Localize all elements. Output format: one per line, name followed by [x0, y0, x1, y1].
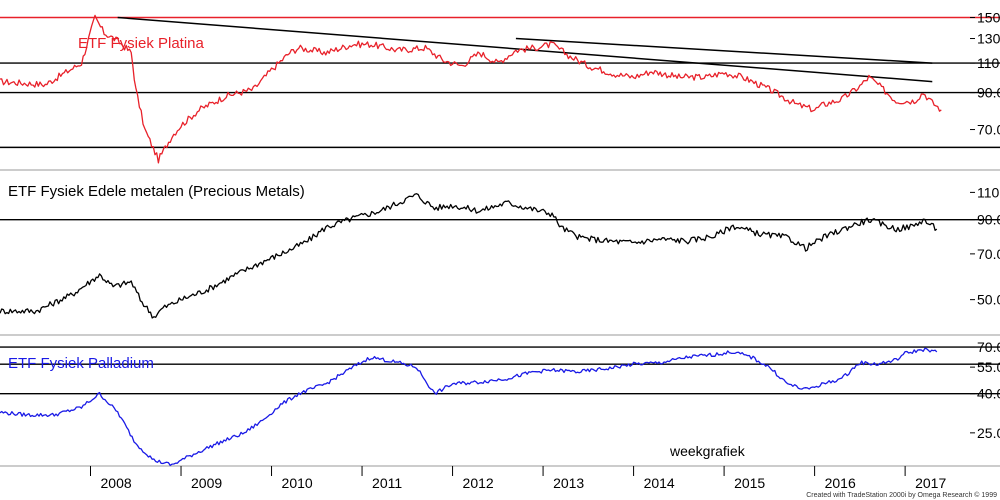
x-tick-label: 2008: [101, 475, 132, 491]
trendline: [117, 16, 933, 83]
y-tick-label: 25.0: [977, 425, 1000, 441]
panel-title-edele-metalen: ETF Fysiek Edele metalen (Precious Metal…: [8, 183, 305, 200]
y-tick-label: 110: [977, 184, 1000, 200]
y-tick-label: 130: [977, 31, 1000, 47]
y-tick-label: 70.0: [977, 339, 1000, 355]
y-tick-label: 55.0: [977, 359, 1000, 375]
x-tick-label: 2013: [553, 475, 584, 491]
x-tick-label: 2010: [282, 475, 313, 491]
y-tick-label: 70.0: [977, 122, 1000, 138]
trendline: [515, 37, 933, 64]
x-tick-label: 2011: [372, 475, 402, 491]
x-tick-label: 2016: [825, 475, 856, 491]
y-tick-label: 70.0: [977, 246, 1000, 262]
chart-annotation: weekgrafiek: [669, 443, 746, 459]
y-tick-label: 90.0: [977, 212, 1000, 228]
panel-title-palladium: ETF Fysiek Palladium: [8, 355, 154, 372]
panel-title-platina: ETF Fysiek Platina: [78, 35, 205, 52]
y-tick-label: 50.0: [977, 292, 1000, 308]
y-tick-label: 110: [977, 55, 1000, 71]
x-tick-label: 2017: [915, 475, 946, 491]
x-tick-label: 2014: [644, 475, 675, 491]
x-tick-label: 2015: [734, 475, 765, 491]
chart-credit: Created with TradeStation 2000i by Omega…: [806, 491, 997, 499]
price-series: [0, 14, 942, 164]
price-series: [0, 193, 938, 319]
y-tick-label: 40.0: [977, 386, 1000, 402]
price-series: [0, 347, 938, 467]
y-tick-label: 90.0: [977, 85, 1000, 101]
x-tick-label: 2009: [191, 475, 222, 491]
x-tick-label: 2012: [463, 475, 494, 491]
y-tick-label: 150: [977, 9, 1000, 25]
